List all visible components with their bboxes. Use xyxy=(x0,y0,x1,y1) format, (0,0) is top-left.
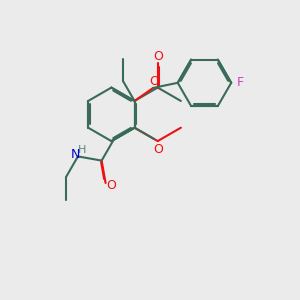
Text: O: O xyxy=(153,50,163,63)
Text: F: F xyxy=(237,76,244,89)
Text: O: O xyxy=(150,76,160,88)
Text: O: O xyxy=(153,143,163,156)
Text: O: O xyxy=(106,179,116,193)
Text: H: H xyxy=(78,145,86,155)
Text: N: N xyxy=(70,148,80,160)
